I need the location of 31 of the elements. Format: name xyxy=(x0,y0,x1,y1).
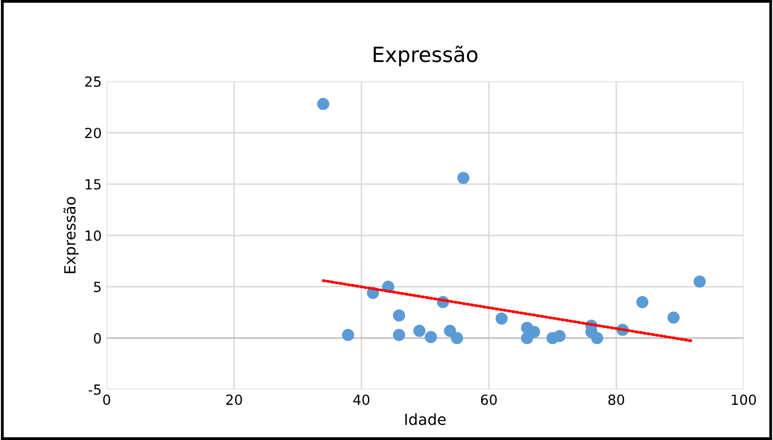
point xyxy=(694,276,706,288)
point xyxy=(496,312,508,325)
y-tick-label: 15 xyxy=(86,179,101,190)
point xyxy=(553,330,566,342)
y-tick-label: -5 xyxy=(88,384,101,395)
point xyxy=(342,328,354,342)
y-tick-label: 5 xyxy=(94,282,101,292)
point xyxy=(636,296,648,308)
point xyxy=(424,330,437,344)
x-tick-label: 80 xyxy=(608,394,624,406)
y-tick-label: 25 xyxy=(85,76,101,87)
x-tick-label: 100 xyxy=(732,394,756,406)
point xyxy=(392,309,406,322)
x-tick-label: 20 xyxy=(226,394,242,406)
y-tick-label: 10 xyxy=(86,230,101,241)
point xyxy=(317,98,330,110)
x-tick-label: 0 xyxy=(103,394,110,406)
x-tick-label: 40 xyxy=(353,394,370,406)
point xyxy=(392,328,406,342)
point xyxy=(444,324,456,337)
point xyxy=(667,311,680,324)
point xyxy=(413,324,426,337)
point xyxy=(591,332,604,344)
y-tick-label: 20 xyxy=(85,128,101,138)
x-axis-title: Idade xyxy=(405,413,446,426)
point xyxy=(457,172,470,184)
x-tick-label: 60 xyxy=(480,394,497,406)
y-tick-label: 0 xyxy=(94,333,101,344)
y-axis-title: Expressão xyxy=(64,197,79,274)
chart-title: Expressão xyxy=(374,46,478,66)
point xyxy=(450,332,464,344)
